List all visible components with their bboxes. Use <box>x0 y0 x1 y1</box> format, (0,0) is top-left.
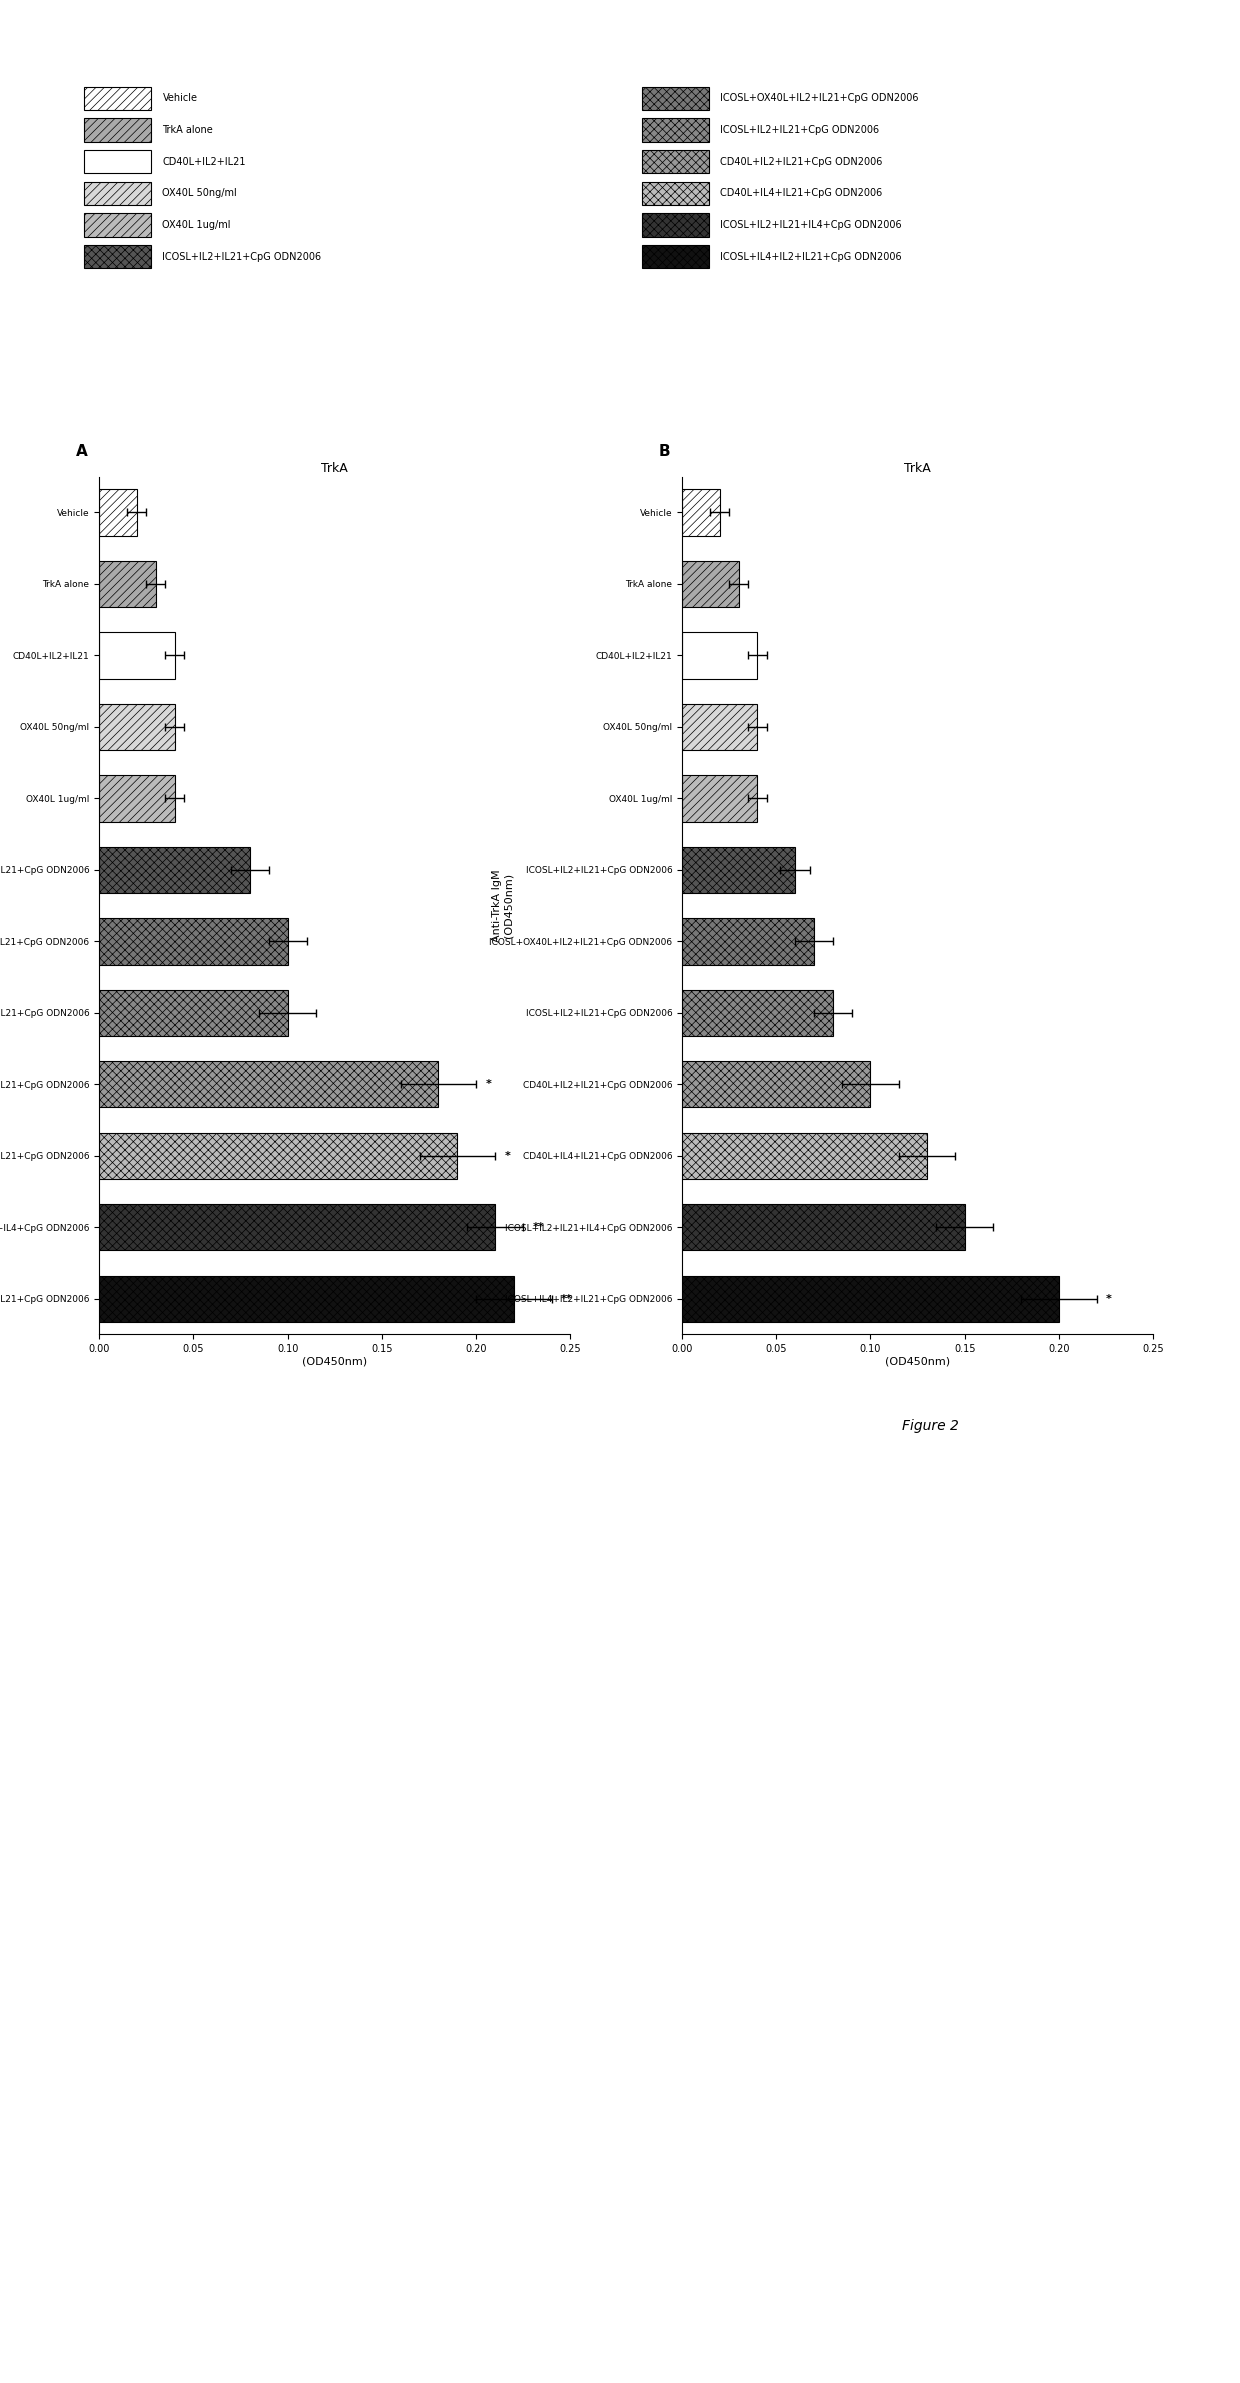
Text: CD40L+IL2+IL21: CD40L+IL2+IL21 <box>162 157 246 167</box>
FancyBboxPatch shape <box>84 86 151 110</box>
X-axis label: (OD450nm): (OD450nm) <box>303 1356 367 1368</box>
Text: B: B <box>658 446 670 460</box>
FancyBboxPatch shape <box>642 181 709 205</box>
Text: *: * <box>505 1151 511 1161</box>
Bar <box>682 631 758 679</box>
Bar <box>99 989 288 1037</box>
Bar <box>682 1132 928 1180</box>
Text: ICOSL+OX40L+IL2+IL21+CpG ODN2006: ICOSL+OX40L+IL2+IL21+CpG ODN2006 <box>720 93 919 102</box>
Text: **: ** <box>560 1294 573 1304</box>
Text: OX40L 50ng/ml: OX40L 50ng/ml <box>162 188 237 198</box>
Bar <box>99 1203 495 1251</box>
Text: ICOSL+IL2+IL21+CpG ODN2006: ICOSL+IL2+IL21+CpG ODN2006 <box>162 253 321 262</box>
FancyBboxPatch shape <box>642 86 709 110</box>
Text: **: ** <box>533 1222 544 1232</box>
Bar <box>682 1060 870 1108</box>
Title: TrkA: TrkA <box>321 462 348 477</box>
Text: CD40L+IL2+IL21+CpG ODN2006: CD40L+IL2+IL21+CpG ODN2006 <box>720 157 883 167</box>
Text: ICOSL+IL4+IL2+IL21+CpG ODN2006: ICOSL+IL4+IL2+IL21+CpG ODN2006 <box>720 253 901 262</box>
FancyBboxPatch shape <box>84 245 151 269</box>
Bar <box>99 774 175 822</box>
FancyBboxPatch shape <box>642 150 709 174</box>
Text: Anti-TrkA IgM
(OD450nm): Anti-TrkA IgM (OD450nm) <box>492 870 513 941</box>
FancyBboxPatch shape <box>84 181 151 205</box>
Text: TrkA alone: TrkA alone <box>162 124 213 136</box>
Bar <box>682 846 795 894</box>
Bar <box>682 489 719 536</box>
Bar <box>99 846 250 894</box>
Text: *: * <box>1106 1294 1112 1304</box>
Bar <box>99 1132 458 1180</box>
Bar <box>682 989 833 1037</box>
Bar <box>99 560 156 608</box>
Text: CD40L+IL4+IL21+CpG ODN2006: CD40L+IL4+IL21+CpG ODN2006 <box>720 188 883 198</box>
Bar <box>99 1275 513 1323</box>
FancyBboxPatch shape <box>642 119 709 141</box>
FancyBboxPatch shape <box>84 150 151 174</box>
Text: A: A <box>76 446 87 460</box>
Text: ICOSL+IL2+IL21+CpG ODN2006: ICOSL+IL2+IL21+CpG ODN2006 <box>720 124 879 136</box>
Bar <box>99 917 288 965</box>
Title: TrkA: TrkA <box>904 462 931 477</box>
Bar <box>682 774 758 822</box>
Bar <box>682 560 739 608</box>
Text: Vehicle: Vehicle <box>162 93 197 102</box>
Bar <box>99 1060 439 1108</box>
Bar <box>682 917 813 965</box>
X-axis label: (OD450nm): (OD450nm) <box>885 1356 950 1368</box>
Text: Figure 2: Figure 2 <box>901 1418 959 1432</box>
Bar <box>99 703 175 751</box>
Bar <box>99 631 175 679</box>
FancyBboxPatch shape <box>642 214 709 236</box>
FancyBboxPatch shape <box>84 119 151 141</box>
Bar <box>682 1275 1059 1323</box>
FancyBboxPatch shape <box>642 245 709 269</box>
Text: OX40L 1ug/ml: OX40L 1ug/ml <box>162 219 231 229</box>
Bar <box>99 489 136 536</box>
FancyBboxPatch shape <box>84 214 151 236</box>
Text: *: * <box>486 1079 491 1089</box>
Bar <box>682 1203 965 1251</box>
Text: ICOSL+IL2+IL21+IL4+CpG ODN2006: ICOSL+IL2+IL21+IL4+CpG ODN2006 <box>720 219 901 229</box>
Bar <box>682 703 758 751</box>
